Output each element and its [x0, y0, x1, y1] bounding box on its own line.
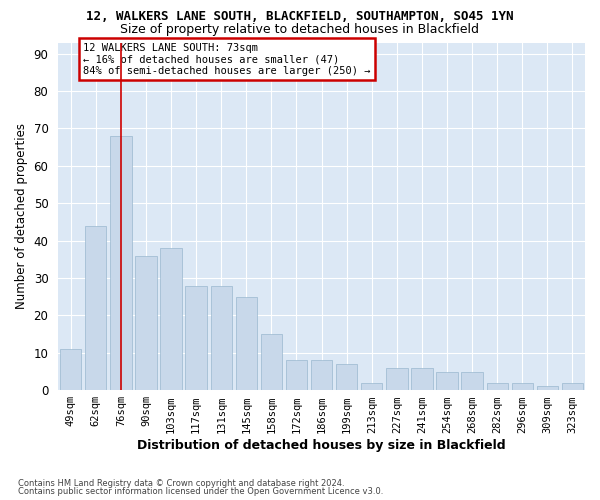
- Bar: [336, 364, 358, 390]
- Text: 12, WALKERS LANE SOUTH, BLACKFIELD, SOUTHAMPTON, SO45 1YN: 12, WALKERS LANE SOUTH, BLACKFIELD, SOUT…: [86, 10, 514, 23]
- Bar: [487, 382, 508, 390]
- Bar: [261, 334, 282, 390]
- Bar: [110, 136, 131, 390]
- Text: Contains public sector information licensed under the Open Government Licence v3: Contains public sector information licen…: [18, 487, 383, 496]
- Bar: [236, 296, 257, 390]
- Bar: [386, 368, 407, 390]
- Bar: [60, 349, 82, 390]
- Bar: [286, 360, 307, 390]
- Bar: [135, 256, 157, 390]
- Bar: [512, 382, 533, 390]
- Bar: [160, 248, 182, 390]
- Bar: [562, 382, 583, 390]
- Bar: [85, 226, 106, 390]
- Text: Size of property relative to detached houses in Blackfield: Size of property relative to detached ho…: [121, 22, 479, 36]
- Text: Contains HM Land Registry data © Crown copyright and database right 2024.: Contains HM Land Registry data © Crown c…: [18, 478, 344, 488]
- Bar: [361, 382, 382, 390]
- Bar: [537, 386, 558, 390]
- Bar: [411, 368, 433, 390]
- Bar: [436, 372, 458, 390]
- Bar: [211, 286, 232, 390]
- X-axis label: Distribution of detached houses by size in Blackfield: Distribution of detached houses by size …: [137, 440, 506, 452]
- Text: 12 WALKERS LANE SOUTH: 73sqm
← 16% of detached houses are smaller (47)
84% of se: 12 WALKERS LANE SOUTH: 73sqm ← 16% of de…: [83, 42, 371, 76]
- Y-axis label: Number of detached properties: Number of detached properties: [15, 124, 28, 310]
- Bar: [185, 286, 207, 390]
- Bar: [311, 360, 332, 390]
- Bar: [461, 372, 483, 390]
